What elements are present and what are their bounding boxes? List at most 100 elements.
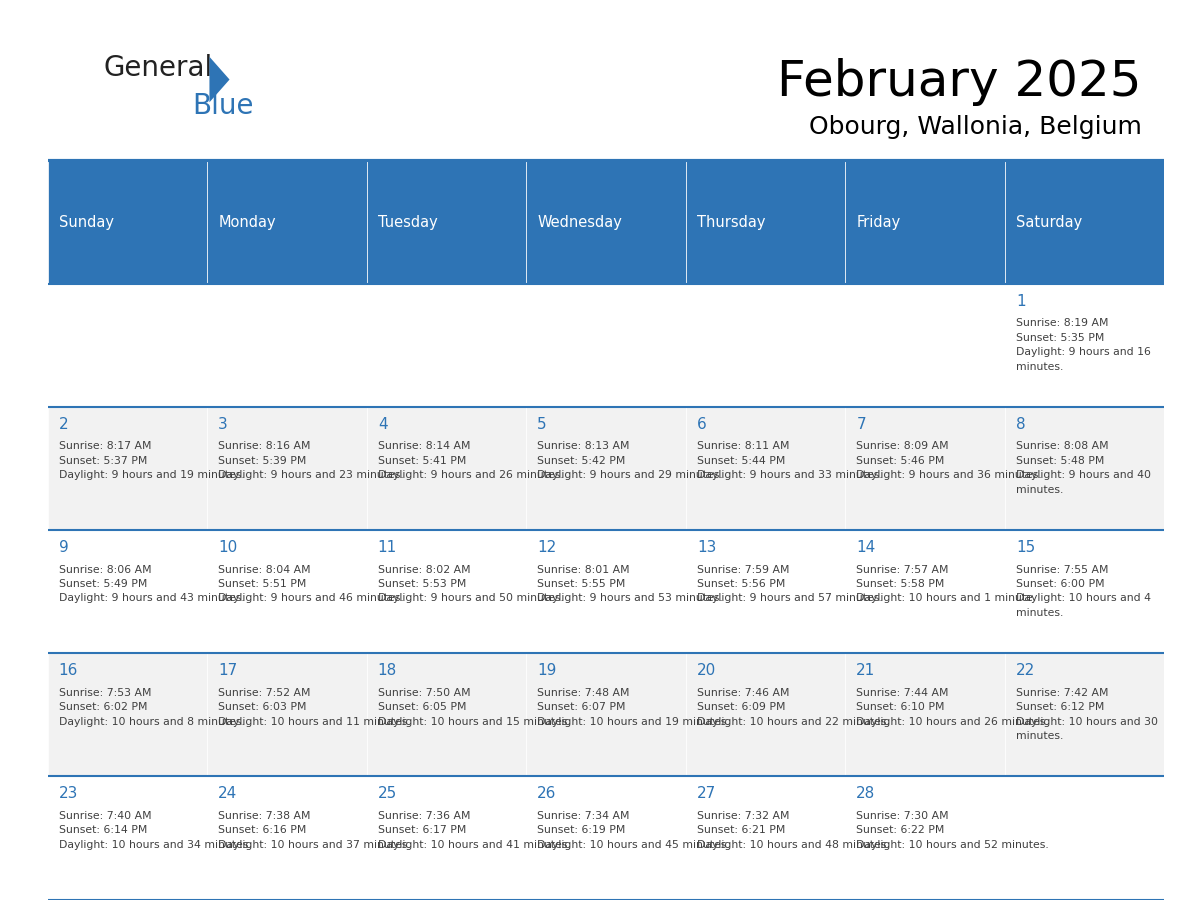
FancyBboxPatch shape — [845, 407, 1005, 531]
Text: 27: 27 — [697, 787, 716, 801]
FancyBboxPatch shape — [526, 531, 685, 654]
Text: Monday: Monday — [219, 215, 276, 230]
FancyBboxPatch shape — [845, 531, 1005, 654]
FancyBboxPatch shape — [207, 161, 367, 284]
Text: 22: 22 — [1016, 663, 1035, 678]
FancyBboxPatch shape — [845, 654, 1005, 777]
FancyBboxPatch shape — [367, 284, 526, 407]
Text: 6: 6 — [697, 417, 707, 431]
Text: Thursday: Thursday — [697, 215, 765, 230]
FancyBboxPatch shape — [367, 531, 526, 654]
Text: 16: 16 — [58, 663, 78, 678]
Text: 9: 9 — [58, 540, 69, 555]
FancyBboxPatch shape — [526, 654, 685, 777]
Text: 1: 1 — [1016, 294, 1025, 308]
FancyBboxPatch shape — [1005, 777, 1164, 900]
FancyBboxPatch shape — [685, 531, 845, 654]
Text: Wednesday: Wednesday — [537, 215, 623, 230]
Text: Sunrise: 8:08 AM
Sunset: 5:48 PM
Daylight: 9 hours and 40 minutes.: Sunrise: 8:08 AM Sunset: 5:48 PM Dayligh… — [1016, 442, 1151, 495]
FancyBboxPatch shape — [685, 161, 845, 284]
FancyBboxPatch shape — [1005, 407, 1164, 531]
Text: Sunrise: 7:57 AM
Sunset: 5:58 PM
Daylight: 10 hours and 1 minute.: Sunrise: 7:57 AM Sunset: 5:58 PM Dayligh… — [857, 565, 1037, 603]
Text: 23: 23 — [58, 787, 78, 801]
Text: Sunrise: 7:52 AM
Sunset: 6:03 PM
Daylight: 10 hours and 11 minutes.: Sunrise: 7:52 AM Sunset: 6:03 PM Dayligh… — [219, 688, 411, 726]
Text: Sunrise: 7:36 AM
Sunset: 6:17 PM
Daylight: 10 hours and 41 minutes.: Sunrise: 7:36 AM Sunset: 6:17 PM Dayligh… — [378, 811, 570, 850]
Text: Saturday: Saturday — [1016, 215, 1082, 230]
Text: Sunrise: 7:48 AM
Sunset: 6:07 PM
Daylight: 10 hours and 19 minutes.: Sunrise: 7:48 AM Sunset: 6:07 PM Dayligh… — [537, 688, 731, 726]
Text: Sunday: Sunday — [58, 215, 114, 230]
Text: 5: 5 — [537, 417, 546, 431]
FancyBboxPatch shape — [207, 531, 367, 654]
Text: Sunrise: 7:53 AM
Sunset: 6:02 PM
Daylight: 10 hours and 8 minutes.: Sunrise: 7:53 AM Sunset: 6:02 PM Dayligh… — [58, 688, 245, 726]
Text: 12: 12 — [537, 540, 556, 555]
Text: Sunrise: 7:40 AM
Sunset: 6:14 PM
Daylight: 10 hours and 34 minutes.: Sunrise: 7:40 AM Sunset: 6:14 PM Dayligh… — [58, 811, 252, 850]
FancyBboxPatch shape — [48, 284, 207, 407]
Text: Friday: Friday — [857, 215, 901, 230]
Text: 2: 2 — [58, 417, 69, 431]
FancyBboxPatch shape — [526, 407, 685, 531]
FancyBboxPatch shape — [845, 284, 1005, 407]
FancyBboxPatch shape — [367, 777, 526, 900]
Text: 26: 26 — [537, 787, 557, 801]
FancyBboxPatch shape — [845, 777, 1005, 900]
FancyBboxPatch shape — [207, 407, 367, 531]
FancyBboxPatch shape — [1005, 654, 1164, 777]
FancyBboxPatch shape — [367, 654, 526, 777]
Text: 19: 19 — [537, 663, 557, 678]
Text: 10: 10 — [219, 540, 238, 555]
FancyBboxPatch shape — [367, 161, 526, 284]
FancyBboxPatch shape — [1005, 161, 1164, 284]
FancyBboxPatch shape — [526, 161, 685, 284]
Text: Sunrise: 7:30 AM
Sunset: 6:22 PM
Daylight: 10 hours and 52 minutes.: Sunrise: 7:30 AM Sunset: 6:22 PM Dayligh… — [857, 811, 1049, 850]
FancyBboxPatch shape — [685, 407, 845, 531]
FancyBboxPatch shape — [48, 407, 207, 531]
FancyBboxPatch shape — [48, 531, 207, 654]
Text: Sunrise: 8:13 AM
Sunset: 5:42 PM
Daylight: 9 hours and 29 minutes.: Sunrise: 8:13 AM Sunset: 5:42 PM Dayligh… — [537, 442, 723, 480]
Text: Sunrise: 8:02 AM
Sunset: 5:53 PM
Daylight: 9 hours and 50 minutes.: Sunrise: 8:02 AM Sunset: 5:53 PM Dayligh… — [378, 565, 563, 603]
FancyBboxPatch shape — [1005, 284, 1164, 407]
Text: February 2025: February 2025 — [777, 58, 1142, 106]
Text: 21: 21 — [857, 663, 876, 678]
Text: Sunrise: 7:46 AM
Sunset: 6:09 PM
Daylight: 10 hours and 22 minutes.: Sunrise: 7:46 AM Sunset: 6:09 PM Dayligh… — [697, 688, 890, 726]
Text: 11: 11 — [378, 540, 397, 555]
FancyBboxPatch shape — [526, 777, 685, 900]
FancyBboxPatch shape — [685, 777, 845, 900]
Text: Blue: Blue — [192, 93, 254, 120]
FancyBboxPatch shape — [685, 284, 845, 407]
Text: 3: 3 — [219, 417, 228, 431]
FancyBboxPatch shape — [48, 161, 207, 284]
Text: Sunrise: 7:38 AM
Sunset: 6:16 PM
Daylight: 10 hours and 37 minutes.: Sunrise: 7:38 AM Sunset: 6:16 PM Dayligh… — [219, 811, 411, 850]
Text: Sunrise: 8:11 AM
Sunset: 5:44 PM
Daylight: 9 hours and 33 minutes.: Sunrise: 8:11 AM Sunset: 5:44 PM Dayligh… — [697, 442, 883, 480]
Text: 20: 20 — [697, 663, 716, 678]
Text: Obourg, Wallonia, Belgium: Obourg, Wallonia, Belgium — [809, 115, 1142, 140]
Text: 15: 15 — [1016, 540, 1035, 555]
FancyBboxPatch shape — [685, 654, 845, 777]
FancyBboxPatch shape — [845, 161, 1005, 284]
Text: 28: 28 — [857, 787, 876, 801]
Text: 25: 25 — [378, 787, 397, 801]
Text: Sunrise: 8:17 AM
Sunset: 5:37 PM
Daylight: 9 hours and 19 minutes.: Sunrise: 8:17 AM Sunset: 5:37 PM Dayligh… — [58, 442, 245, 480]
FancyBboxPatch shape — [207, 284, 367, 407]
Text: Sunrise: 8:19 AM
Sunset: 5:35 PM
Daylight: 9 hours and 16 minutes.: Sunrise: 8:19 AM Sunset: 5:35 PM Dayligh… — [1016, 319, 1151, 372]
Text: 24: 24 — [219, 787, 238, 801]
Text: Sunrise: 8:16 AM
Sunset: 5:39 PM
Daylight: 9 hours and 23 minutes.: Sunrise: 8:16 AM Sunset: 5:39 PM Dayligh… — [219, 442, 404, 480]
Text: 13: 13 — [697, 540, 716, 555]
Text: General: General — [103, 54, 213, 82]
Text: Sunrise: 8:06 AM
Sunset: 5:49 PM
Daylight: 9 hours and 43 minutes.: Sunrise: 8:06 AM Sunset: 5:49 PM Dayligh… — [58, 565, 245, 603]
Text: Sunrise: 8:14 AM
Sunset: 5:41 PM
Daylight: 9 hours and 26 minutes.: Sunrise: 8:14 AM Sunset: 5:41 PM Dayligh… — [378, 442, 563, 480]
Text: 17: 17 — [219, 663, 238, 678]
FancyBboxPatch shape — [48, 777, 207, 900]
Text: Sunrise: 7:44 AM
Sunset: 6:10 PM
Daylight: 10 hours and 26 minutes.: Sunrise: 7:44 AM Sunset: 6:10 PM Dayligh… — [857, 688, 1049, 726]
Text: Sunrise: 7:50 AM
Sunset: 6:05 PM
Daylight: 10 hours and 15 minutes.: Sunrise: 7:50 AM Sunset: 6:05 PM Dayligh… — [378, 688, 570, 726]
Text: 7: 7 — [857, 417, 866, 431]
Text: 8: 8 — [1016, 417, 1025, 431]
Text: 14: 14 — [857, 540, 876, 555]
Text: Tuesday: Tuesday — [378, 215, 437, 230]
Text: Sunrise: 8:09 AM
Sunset: 5:46 PM
Daylight: 9 hours and 36 minutes.: Sunrise: 8:09 AM Sunset: 5:46 PM Dayligh… — [857, 442, 1042, 480]
Text: Sunrise: 8:04 AM
Sunset: 5:51 PM
Daylight: 9 hours and 46 minutes.: Sunrise: 8:04 AM Sunset: 5:51 PM Dayligh… — [219, 565, 404, 603]
Text: 18: 18 — [378, 663, 397, 678]
FancyBboxPatch shape — [1005, 531, 1164, 654]
FancyBboxPatch shape — [367, 407, 526, 531]
FancyBboxPatch shape — [526, 284, 685, 407]
FancyBboxPatch shape — [207, 777, 367, 900]
